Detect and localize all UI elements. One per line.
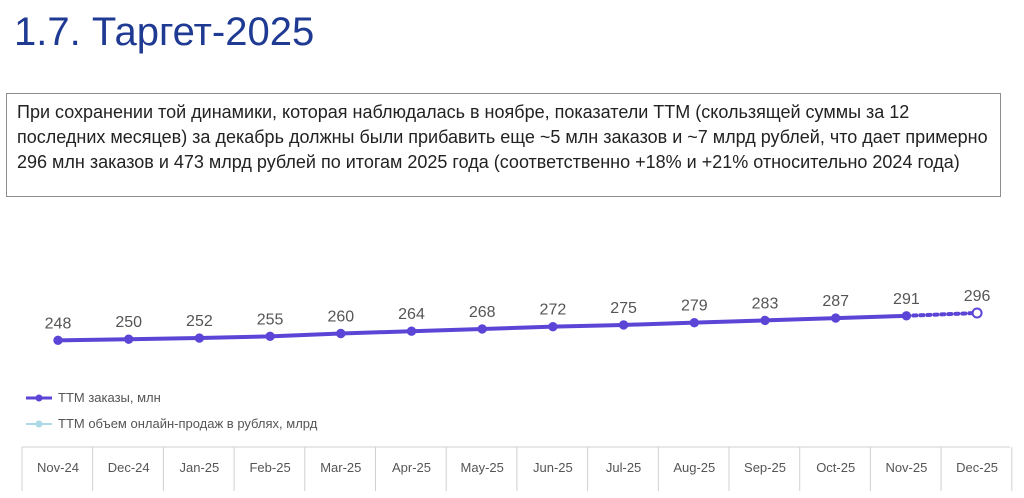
x-tick-label: Dec-25	[956, 460, 998, 475]
legend-item: TTM объем онлайн-продаж в рублях, млрд	[26, 416, 318, 431]
data-label: 252	[186, 313, 213, 330]
x-tick-label: Dec-24	[108, 460, 150, 475]
x-axis: Nov-24 Dec-24 Jan-25 Feb-25 Mar-25 Apr-25 May-…	[21, 446, 1013, 491]
legend-swatch-marker	[35, 394, 43, 402]
data-label: 291	[893, 291, 920, 308]
legend: TTM заказы, млн TTM объем онлайн-продаж в…	[26, 390, 318, 431]
page-title: 1.7. Таргет-2025	[14, 10, 315, 54]
series-1-point	[689, 317, 699, 328]
x-tick-label: Jul-25	[606, 460, 641, 475]
x-tick-label: Apr-25	[392, 460, 431, 475]
data-label: 248	[45, 315, 72, 332]
x-tick-label: Nov-25	[885, 460, 927, 475]
x-tick-label: Jan-25	[180, 460, 220, 475]
data-label: 275	[610, 300, 637, 317]
series-1-point	[53, 335, 63, 346]
data-label: 268	[469, 304, 496, 321]
x-tick-label: Aug-25	[673, 460, 715, 475]
series-1: 248 250 252 255 260 264 268 272 275 279 283 287 291 2…	[45, 288, 991, 346]
series-1-point	[548, 321, 558, 332]
series-1-point	[760, 315, 770, 326]
series-1-point	[618, 320, 629, 330]
line-chart: 3873923994054134204254314384454524594664…	[21, 288, 1013, 491]
series-1-forecast-line	[904, 310, 980, 318]
x-tick-label: Mar-25	[320, 460, 361, 475]
series-1-point	[406, 326, 417, 336]
x-tick-label: Oct-25	[816, 460, 855, 475]
legend-label: TTM объем онлайн-продаж в рублях, млрд	[58, 416, 318, 431]
x-tick-label: Feb-25	[249, 460, 290, 475]
data-label: 287	[822, 293, 849, 310]
x-tick-label: Nov-24	[37, 460, 79, 475]
data-label: 255	[257, 311, 284, 328]
series-layer: 3873923994054134204254314384454524594664…	[45, 288, 991, 346]
series-1-point	[265, 331, 275, 342]
series-1-point	[971, 307, 983, 319]
series-1-point	[194, 333, 205, 343]
data-label: 283	[752, 295, 779, 312]
x-tick-label: May-25	[461, 460, 504, 475]
data-label: 272	[540, 302, 567, 319]
series-1-point	[831, 313, 841, 323]
x-tick-label: Jun-25	[533, 460, 573, 475]
x-tick-label: Sep-25	[744, 460, 786, 475]
data-label: 250	[115, 314, 142, 331]
legend-swatch-marker	[35, 420, 43, 428]
data-label: 264	[398, 306, 425, 323]
legend-item: TTM заказы, млн	[26, 390, 161, 405]
series-1-point	[477, 324, 487, 334]
series-1-point	[336, 328, 346, 339]
series-1-point	[901, 311, 912, 321]
data-label: 279	[681, 298, 708, 315]
data-label: 260	[327, 309, 354, 326]
summary-text-box: При сохранении той динамики, которая наб…	[6, 93, 1001, 197]
series-1-point	[124, 334, 134, 344]
legend-label: TTM заказы, млн	[58, 390, 161, 405]
data-label: 296	[964, 288, 991, 305]
